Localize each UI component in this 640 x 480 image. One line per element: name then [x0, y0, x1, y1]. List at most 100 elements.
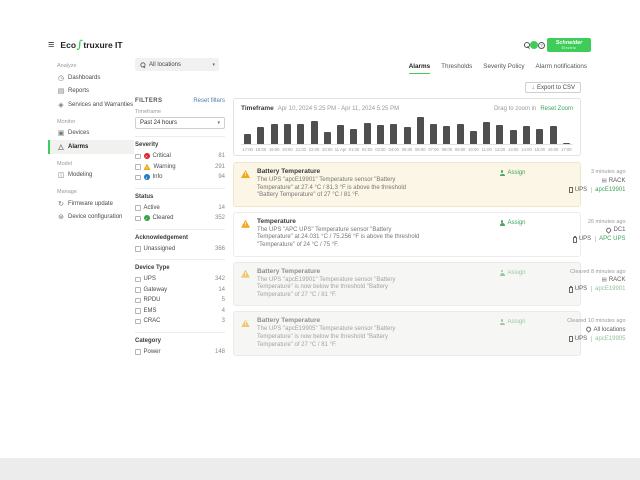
- sidebar-item[interactable]: Device configuration: [48, 211, 134, 225]
- alarm-card[interactable]: Temperature The UPS "APC UPS" Temperatur…: [233, 211, 626, 257]
- checkbox[interactable]: [135, 287, 141, 293]
- checkbox[interactable]: [135, 276, 141, 282]
- filter-option-label: Cleared: [152, 215, 174, 222]
- tab[interactable]: Alarms: [408, 63, 431, 74]
- tab[interactable]: Thresholds: [441, 63, 473, 70]
- location-filter-select[interactable]: All locations: [135, 58, 219, 71]
- schneider-electric-logo[interactable]: Schneider Electric: [547, 38, 591, 52]
- checkbox[interactable]: [135, 153, 141, 159]
- filter-option-count: 14: [218, 204, 225, 211]
- filter-option[interactable]: Power 148: [135, 347, 225, 358]
- filter-option[interactable]: EMS 4: [135, 306, 225, 317]
- filter-option-count: 81: [218, 153, 225, 160]
- alarm-card[interactable]: Battery Temperature The UPS "apcE19901" …: [233, 162, 626, 207]
- sidebar-section: Model Modeling: [48, 161, 134, 183]
- sidebar-item[interactable]: Devices: [48, 127, 134, 141]
- filter-option[interactable]: Info 94: [135, 172, 225, 183]
- chart-bar-slot: 14:00: [519, 117, 534, 152]
- alarm-device[interactable]: UPS APC UPS: [572, 236, 626, 243]
- sidebar-item[interactable]: Firmware update: [48, 197, 134, 211]
- filter-option-label: Power: [143, 348, 161, 355]
- sidebar-item-label: Devices: [68, 130, 90, 137]
- sidebar-item[interactable]: Dashboards: [48, 71, 134, 85]
- alarm-device-link[interactable]: apcE19901: [591, 286, 626, 293]
- filter-option[interactable]: Critical 81: [135, 151, 225, 162]
- checkbox[interactable]: [135, 174, 141, 180]
- filter-option[interactable]: Active 14: [135, 203, 225, 214]
- tab[interactable]: Severity Policy: [483, 63, 525, 70]
- chart-bar-slot: 21:00: [294, 117, 308, 152]
- sidebar-item[interactable]: Modeling: [48, 169, 134, 183]
- filter-option[interactable]: RPDU 5: [135, 295, 225, 306]
- tab[interactable]: Alarm notifications: [535, 63, 587, 70]
- warning-icon: [241, 170, 250, 178]
- alarm-title: Temperature: [257, 217, 296, 225]
- chart-bar-slot: 19:00: [267, 117, 281, 152]
- assign-link[interactable]: Assign: [499, 219, 526, 226]
- checkbox[interactable]: [135, 215, 141, 221]
- user-avatar[interactable]: [530, 41, 538, 49]
- alarm-location-label: RACK: [608, 277, 626, 284]
- alarm-device[interactable]: UPS apcE19901: [568, 286, 626, 293]
- alarm-device-link[interactable]: APC UPS: [595, 236, 626, 243]
- reset-filters-link[interactable]: Reset filters: [193, 98, 225, 104]
- alarm-timestamp: 3 minutes ago: [590, 169, 626, 175]
- filter-option[interactable]: Gateway 14: [135, 285, 225, 296]
- filter-group: Severity Critical 81: [135, 136, 225, 188]
- alarm-location[interactable]: RACK: [602, 277, 626, 283]
- checkbox[interactable]: [135, 349, 141, 355]
- assign-link[interactable]: Assign: [499, 269, 526, 276]
- alarm-card[interactable]: Battery Temperature The UPS "apcE19901" …: [233, 261, 626, 307]
- assign-link[interactable]: Assign: [499, 170, 526, 176]
- chart-bar: [337, 125, 345, 144]
- timeframe-select[interactable]: Past 24 hours: [135, 117, 225, 129]
- chart-bar-slot: 22:00: [307, 117, 321, 152]
- alarm-device-link[interactable]: apcE19905: [591, 335, 626, 342]
- chart-bar-slot: 11:00: [480, 117, 494, 152]
- alarm-description: The UPS "apcE19905" Temperature sensor "…: [257, 326, 396, 348]
- checkbox[interactable]: [135, 297, 141, 303]
- alarm-device-link[interactable]: apcE19901: [591, 186, 626, 193]
- alarm-device[interactable]: UPS apcE19905: [568, 335, 626, 343]
- filter-option[interactable]: Cleared 352: [135, 213, 225, 224]
- chart-bar: [297, 124, 305, 144]
- checkbox[interactable]: [135, 308, 141, 314]
- menu-icon[interactable]: [48, 40, 54, 50]
- assign-link[interactable]: Assign: [499, 319, 526, 326]
- export-csv-button[interactable]: Export to CSV: [525, 82, 581, 93]
- alarm-frequency-chart[interactable]: 17:00 18:00 19:00 20:00 21:00 22:00 23:00 11 Ap…: [241, 117, 574, 152]
- filter-option[interactable]: UPS 342: [135, 274, 225, 285]
- checkbox[interactable]: [135, 246, 141, 252]
- checkbox[interactable]: [135, 164, 141, 170]
- filter-option[interactable]: Unassigned 366: [135, 244, 225, 255]
- filter-option-count: 352: [214, 215, 225, 222]
- header-icon-button[interactable]: [523, 42, 530, 49]
- alarm-location[interactable]: All locations: [585, 326, 626, 333]
- chart-x-tick: 20:00: [282, 147, 293, 152]
- reset-zoom-link[interactable]: Reset Zoom: [540, 105, 573, 112]
- filter-group-label: Device Type: [135, 265, 170, 271]
- checkbox[interactable]: [135, 205, 141, 211]
- alarm-title: Battery Temperature: [257, 267, 321, 275]
- alarm-card[interactable]: Battery Temperature The UPS "apcE19905" …: [233, 311, 626, 357]
- checkbox[interactable]: [135, 318, 141, 324]
- filter-option[interactable]: Warning 291: [135, 162, 225, 173]
- chart-bar-slot: 20:00: [280, 117, 295, 152]
- chart-bar-slot: 15:00: [533, 117, 547, 152]
- sidebar-item[interactable]: Reports: [48, 85, 134, 99]
- chart-bar-slot: 02:00: [360, 117, 374, 152]
- filter-option-label: Active: [143, 204, 160, 211]
- alarm-location[interactable]: RACK: [602, 178, 626, 184]
- chart-bar: [363, 123, 371, 144]
- chart-bar: [549, 126, 557, 144]
- tab-bar: Alarms Thresholds Severity Policy Alarm …: [408, 63, 587, 74]
- filter-option[interactable]: CRAC 3: [135, 316, 225, 327]
- chart-bar-slot: 12:00: [493, 117, 507, 152]
- alarm-device[interactable]: UPS apcE19901: [568, 186, 626, 193]
- header-icon-button[interactable]: [538, 41, 545, 49]
- alarm-location[interactable]: DC1: [605, 226, 626, 233]
- main-content: Export to CSV Timeframe Apr 10, 2024 5:2…: [233, 82, 626, 357]
- sidebar-item[interactable]: Alarms: [48, 140, 134, 154]
- chart-bar: [283, 124, 291, 144]
- sidebar-item[interactable]: Services and Warranties: [48, 98, 134, 112]
